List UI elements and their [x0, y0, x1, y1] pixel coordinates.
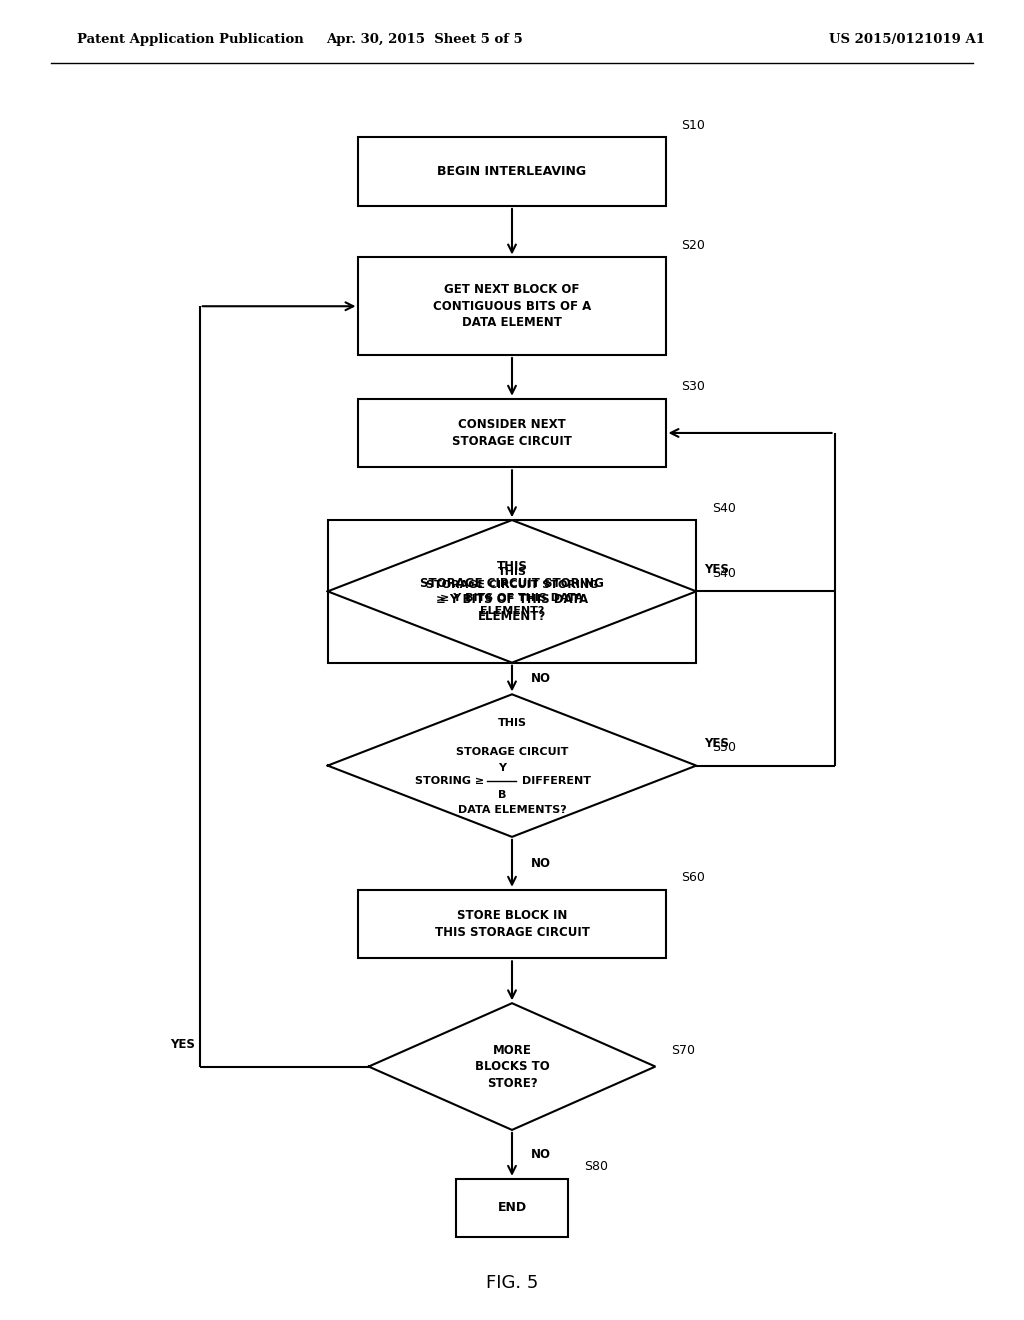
Polygon shape	[369, 1003, 655, 1130]
Text: S10: S10	[681, 119, 705, 132]
Bar	[456, 1179, 568, 1237]
Bar	[358, 890, 666, 958]
Text: US 2015/0121019 A1: US 2015/0121019 A1	[829, 33, 985, 46]
Bar	[328, 520, 696, 663]
Text: S40: S40	[712, 568, 735, 579]
Bar	[358, 137, 666, 206]
Text: GET NEXT BLOCK OF
CONTIGUOUS BITS OF A
DATA ELEMENT: GET NEXT BLOCK OF CONTIGUOUS BITS OF A D…	[433, 284, 591, 329]
Text: STORING ≥: STORING ≥	[415, 776, 484, 787]
Text: S30: S30	[681, 380, 705, 393]
Text: STORE BLOCK IN
THIS STORAGE CIRCUIT: STORE BLOCK IN THIS STORAGE CIRCUIT	[434, 909, 590, 939]
Text: S50: S50	[712, 742, 735, 754]
Text: Apr. 30, 2015  Sheet 5 of 5: Apr. 30, 2015 Sheet 5 of 5	[327, 33, 523, 46]
Text: THIS
STORAGE CIRCUIT STORING
≥ Y BITS OF THIS DATA
ELEMENT?: THIS STORAGE CIRCUIT STORING ≥ Y BITS OF…	[420, 560, 604, 623]
Text: CONSIDER NEXT
STORAGE CIRCUIT: CONSIDER NEXT STORAGE CIRCUIT	[452, 418, 572, 447]
Text: MORE
BLOCKS TO
STORE?: MORE BLOCKS TO STORE?	[475, 1044, 549, 1089]
Text: STORAGE CIRCUIT: STORAGE CIRCUIT	[456, 747, 568, 758]
Text: BEGIN INTERLEAVING: BEGIN INTERLEAVING	[437, 165, 587, 178]
Text: DATA ELEMENTS?: DATA ELEMENTS?	[458, 805, 566, 816]
Text: YES: YES	[705, 562, 729, 576]
Text: DIFFERENT: DIFFERENT	[522, 776, 591, 787]
Text: NO: NO	[530, 1148, 551, 1160]
Text: YES: YES	[170, 1038, 195, 1051]
Text: S80: S80	[584, 1160, 607, 1173]
Text: S60: S60	[681, 871, 705, 884]
Polygon shape	[328, 694, 696, 837]
Text: THIS
STORAGE CIRCUIT STORING
≥ Y BITS OF THIS DATA
ELEMENT?: THIS STORAGE CIRCUIT STORING ≥ Y BITS OF…	[426, 568, 598, 615]
Text: NO: NO	[530, 672, 551, 685]
Text: S20: S20	[681, 239, 705, 252]
Text: Patent Application Publication: Patent Application Publication	[77, 33, 303, 46]
Text: S70: S70	[671, 1044, 694, 1057]
Text: S40: S40	[712, 502, 735, 515]
Text: THIS: THIS	[498, 718, 526, 729]
Text: B: B	[498, 789, 506, 800]
Bar	[358, 399, 666, 467]
Text: Y: Y	[498, 763, 506, 774]
Text: NO: NO	[530, 857, 551, 870]
Text: YES: YES	[705, 737, 729, 750]
Bar	[358, 257, 666, 355]
Text: FIG. 5: FIG. 5	[485, 1274, 539, 1292]
Text: END: END	[498, 1201, 526, 1214]
Polygon shape	[328, 520, 696, 663]
